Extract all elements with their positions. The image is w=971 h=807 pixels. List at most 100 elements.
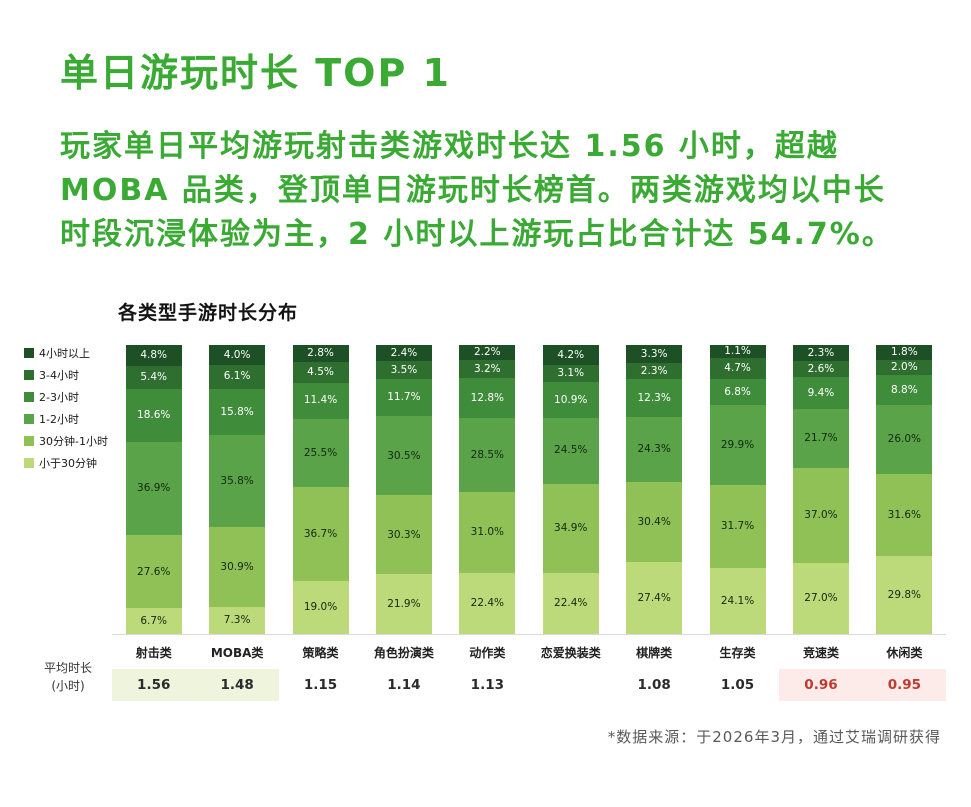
bar-segment: 4.8% (125, 345, 182, 367)
bar-segment: 28.5% (459, 417, 516, 493)
stacked-bar: 2.2% 3.2% 12.8% 28.5% 31.0% 22.4% (459, 345, 516, 634)
legend-swatch-icon (24, 370, 34, 380)
category-label: 休闲类 (886, 646, 923, 660)
legend-item: 2-3小时 (24, 389, 112, 405)
legend-label: 2-3小时 (39, 391, 79, 404)
bar-segment: 26.0% (876, 404, 933, 475)
stacked-bar: 2.8% 4.5% 11.4% 25.5% 36.7% 19.0% (292, 345, 349, 635)
bar-segment: 30.4% (626, 482, 683, 562)
average-cell: 1.15 (303, 677, 338, 693)
category-label: 棋牌类 (636, 646, 673, 660)
bar-segment: 25.5% (292, 418, 349, 487)
bar-segment: 21.7% (792, 408, 849, 469)
bar-segment: 27.4% (626, 561, 683, 634)
bar-segment: 6.1% (209, 364, 266, 389)
chart-title: 各类型手游时长分布 (118, 302, 299, 324)
category-label: 生存类 (719, 646, 756, 660)
bar-segment: 3.5% (375, 360, 432, 380)
bar-segment: 30.9% (209, 526, 266, 607)
legend-label: 30分钟-1小时 (39, 435, 108, 448)
bar-segment: 2.3% (792, 345, 849, 361)
bar-column: 4.0% 6.1% 15.8% 35.8% 30.9% 7.3% (195, 345, 278, 634)
average-cell: 1.48 (195, 669, 279, 701)
average-row-label-line1: 平均时长 (43, 661, 92, 675)
bar-segment: 2.6% (792, 360, 849, 378)
bar-segment: 2.4% (375, 345, 432, 361)
bar-segment: 30.3% (375, 495, 432, 575)
stacked-bar: 4.0% 6.1% 15.8% 35.8% 30.9% 7.3% (209, 345, 266, 634)
bar-column: 2.4% 3.5% 11.7% 30.5% 30.3% 21.9% (362, 345, 445, 634)
lede-paragraph: 玩家单日平均游玩射击类游戏时长达 1.56 小时，超越 MOBA 品类，登顶单日… (60, 125, 940, 257)
bar-segment: 21.9% (375, 574, 432, 634)
category-row: 射击类 MOBA类 策略类 角色扮演类 动作类 恋爱换装类 棋牌类 生存类 竞速类 休闲类 (112, 635, 946, 661)
bar-segment: 4.5% (292, 361, 349, 383)
bar-segment: 7.3% (209, 606, 266, 634)
legend-swatch-icon (24, 348, 34, 358)
bar-segment: 2.3% (626, 362, 683, 379)
bar-segment: 2.0% (876, 359, 933, 375)
bar-segment: 36.9% (125, 441, 182, 536)
bar-segment: 11.4% (292, 382, 349, 419)
bar-segment: 30.5% (375, 416, 432, 496)
legend-item: 30分钟-1小时 (24, 433, 112, 449)
bar-column: 1.1% 4.7% 6.8% 29.9% 31.7% 24.1% (696, 345, 779, 635)
stacked-bar: 2.3% 2.6% 9.4% 21.7% 37.0% 27.0% (792, 345, 849, 635)
bar-segment: 6.7% (125, 608, 182, 634)
bar-segment: 15.8% (209, 388, 266, 436)
bar-segment: 1.1% (709, 345, 766, 359)
legend-swatch-icon (24, 392, 34, 402)
bar-column: 4.8% 5.4% 18.6% 36.9% 27.6% 6.7% (112, 345, 195, 634)
bar-segment: 22.4% (542, 572, 599, 634)
average-row-label-line2: (小时) (51, 679, 85, 693)
lede-line-2: MOBA 品类，登顶单日游玩时长榜首。两类游戏均以中长 (60, 173, 886, 208)
header: 单日游玩时长 TOP 1 玩家单日平均游玩射击类游戏时长达 1.56 小时，超越… (60, 42, 940, 257)
average-cell: 0.96 (779, 669, 863, 701)
legend-swatch-icon (24, 436, 34, 446)
bar-segment: 11.7% (375, 379, 432, 417)
average-cell: 1.13 (470, 677, 504, 693)
bar-segment: 24.3% (626, 416, 683, 483)
bar-segment: 6.8% (709, 379, 766, 406)
chart-body: 4小时以上 3-4小时 2-3小时 1-2小时 30分钟-1小时 小于30分钟 平均时长 … (24, 345, 947, 701)
bar-segment: 19.0% (292, 580, 349, 635)
bar-segment: 34.9% (542, 483, 599, 573)
bar-segment: 36.7% (292, 487, 349, 581)
bar-segment: 2.2% (459, 345, 516, 361)
bar-segment: 8.8% (876, 374, 933, 405)
bar-column: 2.8% 4.5% 11.4% 25.5% 36.7% 19.0% (279, 345, 362, 635)
legend-item: 小于30分钟 (24, 455, 112, 471)
category-label: 角色扮演类 (373, 646, 434, 660)
bar-segment: 9.4% (792, 377, 849, 409)
bar-segment: 4.0% (209, 345, 266, 365)
bar-segment: 24.1% (709, 568, 766, 635)
stacked-bar: 3.3% 2.3% 12.3% 24.3% 30.4% 27.4% (626, 345, 683, 634)
bar-segment: 22.4% (459, 572, 516, 634)
bar-segment: 3.1% (542, 364, 599, 383)
chart-left-column: 4小时以上 3-4小时 2-3小时 1-2小时 30分钟-1小时 小于30分钟 平均时长 … (24, 345, 112, 701)
legend-label: 小于30分钟 (39, 457, 97, 470)
bar-column: 3.3% 2.3% 12.3% 24.3% 30.4% 27.4% (612, 345, 695, 634)
bar-segment: 4.2% (542, 345, 599, 365)
bar-segment: 1.8% (876, 345, 933, 360)
legend-item: 1-2小时 (24, 411, 112, 427)
average-cell: 1.05 (720, 677, 755, 693)
bar-segment: 2.8% (292, 345, 349, 362)
stacked-bar: 1.8% 2.0% 8.8% 26.0% 31.6% 29.8% (876, 345, 933, 634)
bar-segment: 29.8% (876, 556, 933, 634)
page-title: 单日游玩时长 TOP 1 (60, 51, 451, 95)
bar-segment: 10.9% (542, 382, 599, 418)
lede-line-3: 时段沉浸体验为主，2 小时以上游玩占比合计达 54.7%。 (60, 217, 894, 252)
bar-segment: 24.5% (542, 417, 599, 484)
average-cell: 1.14 (387, 677, 421, 693)
footnote: *数据来源：于2026年3月，通过艾瑞调研获得 (607, 728, 941, 746)
category-label: 策略类 (302, 646, 339, 660)
average-cell: 0.95 (862, 669, 947, 701)
bar-segment: 31.7% (709, 484, 766, 569)
bar-segment: 37.0% (792, 468, 849, 563)
bar-segment: 12.8% (459, 378, 516, 418)
bar-segment: 18.6% (125, 389, 182, 442)
bar-segment: 3.3% (626, 345, 683, 363)
legend-label: 1-2小时 (39, 413, 79, 426)
chart-legend: 4小时以上 3-4小时 2-3小时 1-2小时 30分钟-1小时 小于30分钟 (24, 345, 112, 477)
